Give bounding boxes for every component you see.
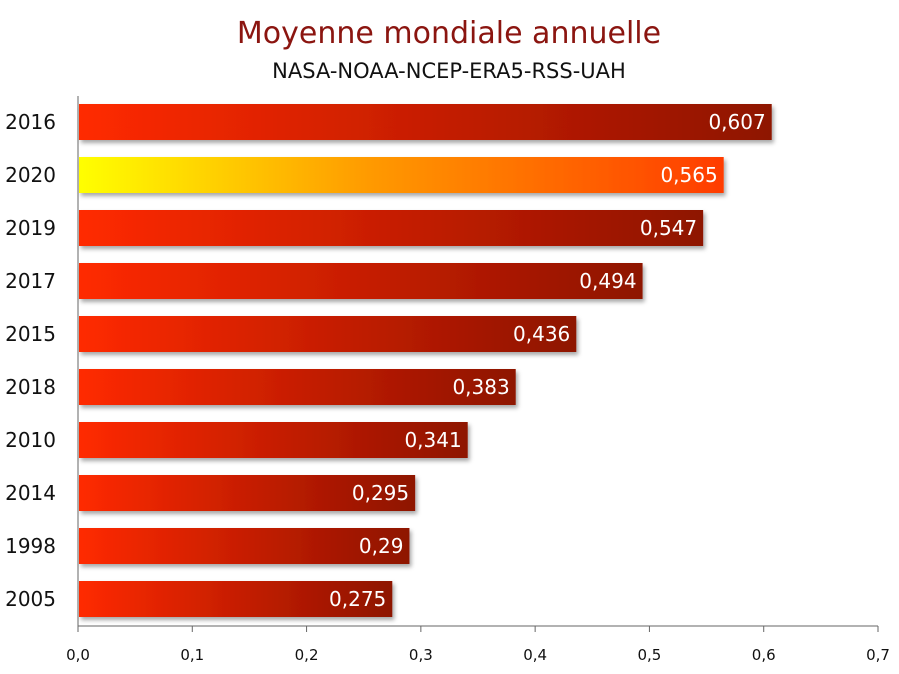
- bar: [79, 581, 393, 617]
- category-label: 2005: [5, 587, 56, 611]
- bar: [79, 104, 772, 140]
- value-label: 0,341: [404, 428, 461, 452]
- value-label: 0,607: [708, 110, 765, 134]
- category-label: 1998: [5, 534, 56, 558]
- bar: [79, 210, 704, 246]
- value-label: 0,383: [452, 375, 509, 399]
- x-axis-ticks: 0,0 0,1 0,2 0,3 0,4 0,5 0,6 0,7: [66, 626, 890, 664]
- category-label: 2016: [5, 110, 56, 134]
- bars-group: 2016 0,607 2020 0,565 2019 0,547 2017 0,494 2015…: [5, 104, 772, 617]
- category-label: 2015: [5, 322, 56, 346]
- value-label: 0,436: [513, 322, 570, 346]
- x-tick-label: 0,6: [752, 646, 776, 664]
- x-tick-label: 0,1: [180, 646, 204, 664]
- chart-subtitle: NASA-NOAA-NCEP-ERA5-RSS-UAH: [272, 59, 626, 83]
- value-label: 0,29: [359, 534, 404, 558]
- chart-title: Moyenne mondiale annuelle: [237, 16, 661, 51]
- value-label: 0,547: [640, 216, 697, 240]
- value-label: 0,494: [579, 269, 636, 293]
- category-label: 2020: [5, 163, 56, 187]
- x-tick-label: 0,3: [409, 646, 433, 664]
- category-label: 2014: [5, 481, 56, 505]
- bar: [79, 263, 643, 299]
- x-tick-label: 0,5: [637, 646, 661, 664]
- x-tick-label: 0,2: [295, 646, 319, 664]
- category-label: 2010: [5, 428, 56, 452]
- category-label: 2017: [5, 269, 56, 293]
- bar: [79, 316, 577, 352]
- value-label: 0,295: [352, 481, 409, 505]
- x-tick-label: 0,0: [66, 646, 90, 664]
- bar-highlight: [79, 157, 724, 193]
- category-label: 2019: [5, 216, 56, 240]
- value-label: 0,275: [329, 587, 386, 611]
- bar: [79, 422, 468, 458]
- bar: [79, 528, 410, 564]
- bar: [79, 369, 516, 405]
- x-tick-label: 0,4: [523, 646, 547, 664]
- category-label: 2018: [5, 375, 56, 399]
- bar: [79, 475, 416, 511]
- x-tick-label: 0,7: [866, 646, 890, 664]
- value-label: 0,565: [660, 163, 717, 187]
